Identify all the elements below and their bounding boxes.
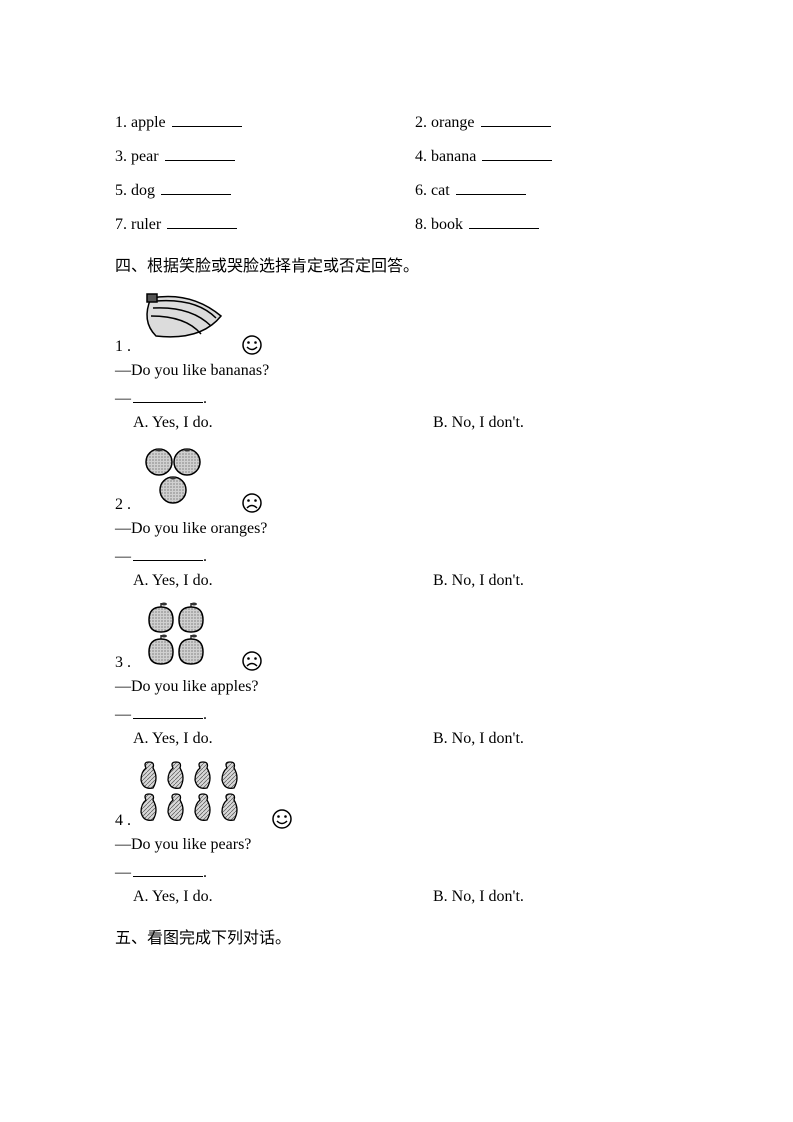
dash: — <box>115 864 131 881</box>
item-word: orange <box>431 114 475 131</box>
pears-icon <box>131 760 261 830</box>
q4-option-b[interactable]: B. No, I don't. <box>433 888 678 906</box>
question-2: 2. <box>115 444 678 590</box>
item-7: 7. ruler <box>115 212 415 234</box>
item-num: 3 <box>115 148 123 165</box>
blank-line[interactable] <box>482 144 552 161</box>
item-word: pear <box>131 148 159 165</box>
question-1: 1. <box>115 286 678 432</box>
q2-options: A. Yes, I do. B. No, I don't. <box>115 572 678 590</box>
item-8: 8. book <box>415 212 678 234</box>
q1-prompt: —Do you like bananas? <box>115 362 678 380</box>
sad-face-icon <box>241 650 263 672</box>
blank-line[interactable] <box>172 110 242 127</box>
dash: — <box>115 706 131 723</box>
q1-options: A. Yes, I do. B. No, I don't. <box>115 414 678 432</box>
item-5: 5. dog <box>115 178 415 200</box>
item-word: apple <box>131 114 166 131</box>
item-num: 5 <box>115 182 123 199</box>
q4-prompt: —Do you like pears? <box>115 836 678 854</box>
item-num: 2 <box>415 114 423 131</box>
q1-option-a[interactable]: A. Yes, I do. <box>115 414 433 432</box>
blank-line[interactable] <box>469 212 539 229</box>
apples-icon <box>131 602 231 672</box>
q4-answer-line: —. <box>115 860 678 882</box>
q4-image-row: 4. <box>115 760 678 830</box>
item-word: cat <box>431 182 450 199</box>
q3-option-a[interactable]: A. Yes, I do. <box>115 730 433 748</box>
dash: — <box>115 548 131 565</box>
blank-line[interactable] <box>167 212 237 229</box>
period: . <box>203 706 207 723</box>
blank-line[interactable] <box>456 178 526 195</box>
period: . <box>203 548 207 565</box>
answer-blank[interactable] <box>133 544 203 561</box>
q2-prompt: —Do you like oranges? <box>115 520 678 538</box>
q2-image-row: 2. <box>115 444 678 514</box>
item-1: 1. apple <box>115 110 415 132</box>
row-1: 1. apple 2. orange <box>115 110 678 132</box>
item-2: 2. orange <box>415 110 678 132</box>
sad-face-icon <box>241 492 263 514</box>
q4-option-a[interactable]: A. Yes, I do. <box>115 888 433 906</box>
q3-number: 3 <box>115 654 123 672</box>
section3-list: 1. apple 2. orange 3. pear 4. banana <box>115 110 678 234</box>
row-4: 7. ruler 8. book <box>115 212 678 234</box>
period: . <box>203 864 207 881</box>
answer-blank[interactable] <box>133 702 203 719</box>
blank-line[interactable] <box>165 144 235 161</box>
smile-face-icon <box>241 334 263 356</box>
row-3: 5. dog 6. cat <box>115 178 678 200</box>
q1-answer-line: —. <box>115 386 678 408</box>
period: . <box>203 390 207 407</box>
item-num: 8 <box>415 216 423 233</box>
q2-number: 2 <box>115 496 123 514</box>
q3-answer-line: —. <box>115 702 678 724</box>
bananas-icon <box>131 286 231 356</box>
item-word: dog <box>131 182 155 199</box>
item-6: 6. cat <box>415 178 678 200</box>
item-num: 7 <box>115 216 123 233</box>
item-num: 1 <box>115 114 123 131</box>
item-word: ruler <box>131 216 161 233</box>
q2-option-b[interactable]: B. No, I don't. <box>433 572 678 590</box>
q4-number: 4 <box>115 812 123 830</box>
item-4: 4. banana <box>415 144 678 166</box>
q1-option-b[interactable]: B. No, I don't. <box>433 414 678 432</box>
smile-face-icon <box>271 808 293 830</box>
q2-answer-line: —. <box>115 544 678 566</box>
q3-option-b[interactable]: B. No, I don't. <box>433 730 678 748</box>
blank-line[interactable] <box>161 178 231 195</box>
q4-options: A. Yes, I do. B. No, I don't. <box>115 888 678 906</box>
oranges-icon <box>131 444 231 514</box>
item-num: 4 <box>415 148 423 165</box>
q3-prompt: —Do you like apples? <box>115 678 678 696</box>
answer-blank[interactable] <box>133 860 203 877</box>
dash: — <box>115 390 131 407</box>
item-word: book <box>431 216 463 233</box>
question-3: 3. <box>115 602 678 748</box>
section4-title: 四、根据笑脸或哭脸选择肯定或否定回答。 <box>115 252 678 276</box>
q1-image-row: 1. <box>115 286 678 356</box>
section5-title: 五、看图完成下列对话。 <box>115 924 678 948</box>
q1-number: 1 <box>115 338 123 356</box>
q3-options: A. Yes, I do. B. No, I don't. <box>115 730 678 748</box>
blank-line[interactable] <box>481 110 551 127</box>
q2-option-a[interactable]: A. Yes, I do. <box>115 572 433 590</box>
item-3: 3. pear <box>115 144 415 166</box>
answer-blank[interactable] <box>133 386 203 403</box>
worksheet-page: 1. apple 2. orange 3. pear 4. banana <box>0 0 793 1122</box>
question-4: 4. <box>115 760 678 906</box>
row-2: 3. pear 4. banana <box>115 144 678 166</box>
item-num: 6 <box>415 182 423 199</box>
q3-image-row: 3. <box>115 602 678 672</box>
item-word: banana <box>431 148 476 165</box>
